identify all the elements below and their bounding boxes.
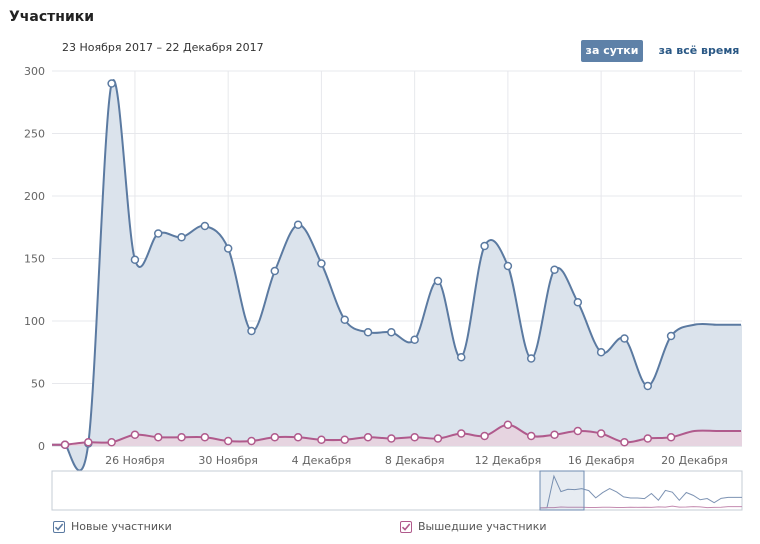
y-tick-label: 250	[24, 128, 45, 141]
y-tick-label: 200	[24, 190, 45, 203]
legend-new-members[interactable]: Новые участники	[53, 520, 172, 533]
point-left	[130, 430, 140, 439]
point-new	[177, 233, 186, 242]
point-new	[596, 348, 606, 357]
x-tick-label: 16 Декабря	[568, 454, 635, 467]
point-left	[620, 438, 629, 447]
point-left	[270, 433, 280, 442]
point-left	[153, 433, 163, 442]
navigator-line-left	[539, 505, 742, 509]
point-left	[340, 435, 349, 444]
x-tick-label: 4 Декабря	[292, 454, 352, 467]
point-new	[643, 381, 653, 391]
point-new	[433, 276, 443, 286]
date-range: 23 Ноября 2017 – 22 Декабря 2017	[62, 41, 264, 54]
point-left	[666, 433, 676, 442]
y-tick-label: 0	[38, 440, 45, 453]
navigator-frame	[51, 470, 743, 511]
legend-left-label: Вышедшие участники	[418, 520, 547, 533]
period-all-time-button[interactable]: за всё время	[658, 44, 740, 57]
new-members-checkbox[interactable]	[53, 520, 65, 533]
point-new	[387, 328, 396, 337]
point-new	[223, 244, 233, 253]
point-left	[317, 435, 326, 444]
point-new	[620, 334, 629, 343]
point-left	[480, 431, 489, 441]
point-new	[200, 221, 210, 231]
point-new	[410, 335, 419, 344]
point-new	[270, 266, 280, 276]
point-new	[293, 220, 303, 229]
legend-new-label: Новые участники	[71, 520, 172, 533]
point-new	[107, 79, 116, 88]
y-tick-label: 150	[24, 253, 45, 266]
y-tick-label: 100	[24, 315, 45, 328]
point-left	[573, 426, 583, 436]
point-left	[223, 436, 233, 446]
point-new	[666, 331, 676, 341]
left-members-checkbox[interactable]	[400, 520, 412, 533]
x-tick-label: 12 Декабря	[475, 454, 542, 467]
point-new	[573, 298, 583, 307]
period-daily-button[interactable]: за сутки	[581, 40, 643, 62]
navigator-selection	[539, 470, 585, 511]
point-left	[503, 420, 513, 429]
point-new	[363, 328, 373, 337]
navigator-line-new	[539, 474, 742, 509]
point-new	[153, 229, 163, 238]
point-left	[293, 433, 303, 442]
x-tick-label: 26 Ноября	[105, 454, 165, 467]
point-new	[503, 261, 513, 271]
point-new	[457, 353, 466, 362]
legend-left-members[interactable]: Вышедшие участники	[400, 520, 547, 533]
x-tick-label: 8 Декабря	[385, 454, 445, 467]
point-new	[247, 326, 256, 336]
point-new	[526, 354, 536, 363]
point-left	[526, 431, 536, 441]
x-tick-label: 20 Декабря	[661, 454, 728, 467]
x-tick-label: 30 Ноября	[198, 454, 258, 467]
point-left	[410, 433, 419, 442]
point-left	[60, 440, 70, 449]
point-left	[643, 434, 653, 443]
point-left	[107, 438, 116, 447]
point-left	[363, 433, 373, 442]
point-left	[84, 438, 93, 447]
point-left	[433, 434, 443, 443]
point-new	[480, 241, 489, 251]
point-left	[200, 433, 210, 442]
area-new	[52, 80, 742, 471]
point-new	[550, 265, 559, 274]
point-new	[340, 315, 349, 324]
point-new	[130, 255, 140, 264]
y-tick-label: 300	[24, 65, 45, 78]
y-tick-label: 50	[31, 378, 45, 391]
point-left	[247, 436, 256, 446]
point-left	[177, 433, 186, 442]
point-left	[457, 429, 466, 438]
point-new	[317, 259, 326, 268]
page-title: Участники	[9, 9, 95, 25]
point-left	[387, 434, 396, 443]
point-left	[550, 430, 559, 439]
point-left	[596, 429, 606, 438]
